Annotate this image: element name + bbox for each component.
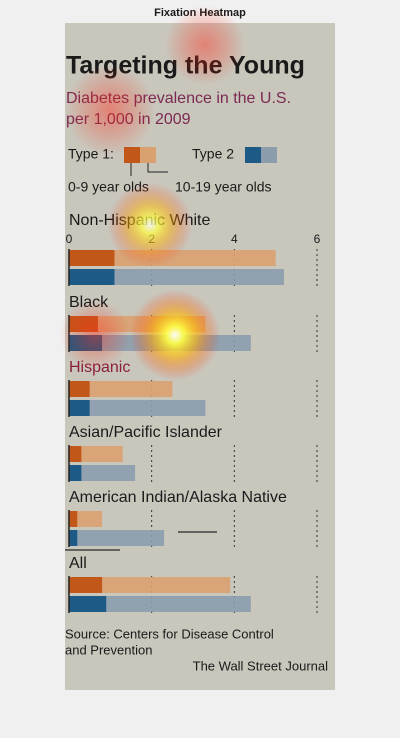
- bar: [69, 465, 136, 481]
- bar: [69, 577, 231, 593]
- legend-swatch: [261, 147, 277, 163]
- legend-label: 10-19 year olds: [175, 179, 272, 195]
- legend-swatch: [140, 147, 156, 163]
- bar: [69, 530, 78, 546]
- credit: The Wall Street Journal: [193, 658, 328, 673]
- bar: [69, 381, 90, 397]
- heat-spot: [60, 300, 130, 370]
- bar: [69, 511, 78, 527]
- bar: [69, 577, 103, 593]
- heat-spot: [130, 290, 220, 380]
- bar: [69, 269, 115, 285]
- bar: [69, 596, 251, 612]
- bar: [69, 446, 123, 462]
- bar: [69, 400, 90, 416]
- source: Source: Centers for Disease Control: [65, 626, 274, 641]
- bar: [69, 381, 173, 397]
- bar: [69, 596, 107, 612]
- heatmap: [60, 5, 245, 551]
- legend-label: Type 2: [192, 146, 234, 162]
- heat-spot: [65, 65, 155, 155]
- category-label: Asian/Pacific Islander: [69, 424, 223, 441]
- bar: [69, 269, 284, 285]
- bar: [69, 400, 206, 416]
- category-label: All: [69, 555, 87, 572]
- bar: [69, 250, 115, 266]
- heat-spot: [108, 183, 192, 267]
- x-tick-label: 4: [231, 232, 238, 246]
- bar: [69, 446, 82, 462]
- bar: [69, 465, 82, 481]
- category-label: American Indian/Alaska Native: [69, 489, 287, 506]
- bar: [69, 530, 165, 546]
- heat-spot: [165, 5, 245, 85]
- source: and Prevention: [65, 642, 152, 657]
- x-tick-label: 6: [314, 232, 321, 246]
- legend-swatch: [245, 147, 261, 163]
- x-tick-label: 0: [66, 232, 73, 246]
